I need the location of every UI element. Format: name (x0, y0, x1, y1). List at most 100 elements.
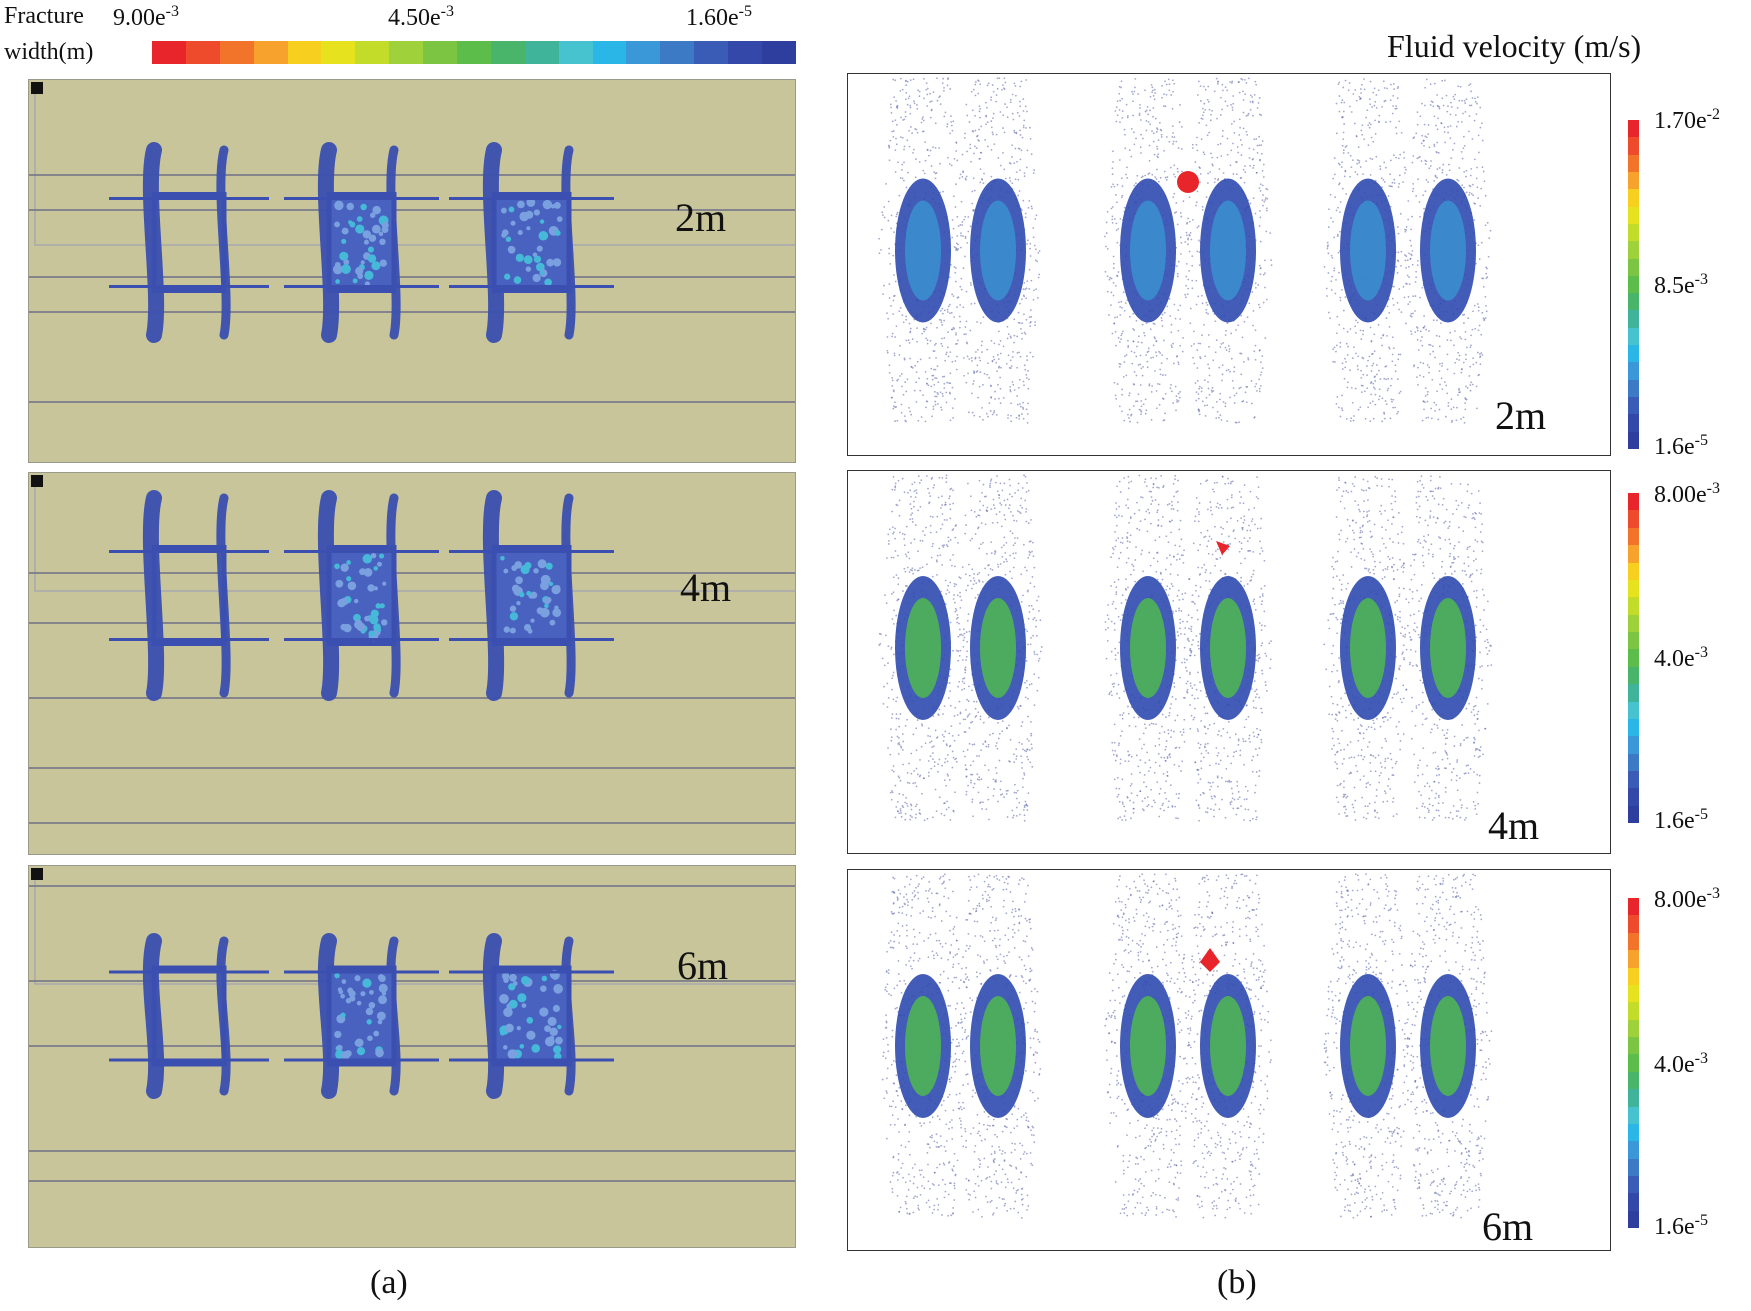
flow-particle (1450, 398, 1453, 400)
flow-particle (1259, 361, 1262, 364)
flow-particle (985, 123, 987, 126)
flow-particle (1390, 377, 1393, 380)
flow-particle (1179, 618, 1181, 621)
flow-particle (882, 293, 885, 296)
flow-particle (962, 645, 965, 648)
flow-particle (1437, 418, 1440, 421)
flow-particle (1425, 178, 1428, 181)
flow-particle (1029, 540, 1032, 543)
flow-particle (1392, 398, 1395, 401)
flow-particle (947, 331, 950, 334)
flow-particle (1177, 363, 1180, 365)
flow-particle (883, 284, 885, 287)
flow-particle (892, 576, 895, 579)
flow-particle (1350, 166, 1353, 169)
flow-particle (940, 321, 943, 324)
flow-particle (989, 486, 992, 489)
flow-particle (957, 243, 959, 246)
flow-particle (901, 532, 904, 535)
flow-particle (1371, 106, 1373, 108)
flow-particle (1199, 100, 1202, 102)
flow-particle (1182, 554, 1184, 557)
flow-particle (965, 341, 968, 344)
flow-particle (1341, 144, 1344, 147)
flow-particle (1001, 89, 1003, 91)
flow-particle (1027, 792, 1030, 795)
flow-particle (1028, 126, 1031, 129)
flow-particle (964, 755, 966, 758)
flow-particle (1385, 317, 1388, 319)
flow-particle (1015, 792, 1018, 794)
flow-particle (918, 377, 920, 380)
flow-particle (1346, 386, 1349, 389)
flow-particle (978, 778, 981, 781)
mesh-cell (539, 1007, 549, 1017)
mesh-cell (540, 270, 545, 275)
flow-particle (1344, 169, 1347, 172)
flow-particle (1198, 251, 1201, 254)
flow-particle (1128, 481, 1130, 484)
flow-particle (1123, 419, 1126, 422)
flow-particle (1195, 391, 1198, 394)
flow-particle (1139, 354, 1142, 357)
flow-particle (974, 356, 977, 359)
flow-particle (1464, 402, 1467, 405)
flow-particle (1021, 721, 1024, 723)
flow-particle (1258, 144, 1261, 147)
flow-particle (910, 507, 913, 510)
colorbar-swatch (321, 41, 356, 64)
flow-particle (1026, 149, 1029, 152)
flow-particle (896, 211, 899, 214)
flow-particle (1019, 403, 1021, 405)
flow-particle (1252, 309, 1255, 312)
flow-particle (978, 571, 981, 574)
mesh-cell (552, 1004, 560, 1013)
flow-particle (1034, 625, 1037, 628)
flow-particle (1009, 98, 1012, 101)
flow-particle (1174, 317, 1177, 320)
flow-particle (1388, 311, 1391, 314)
flow-particle (1230, 332, 1233, 335)
flow-particle (1203, 324, 1205, 326)
flow-particle (895, 614, 898, 617)
flow-particle (955, 242, 958, 245)
flow-particle (938, 758, 941, 761)
flow-particle (1150, 356, 1153, 359)
flow-particle (1172, 482, 1175, 485)
flow-particle (916, 327, 918, 330)
flow-particle (1024, 288, 1027, 291)
flow-particle (965, 768, 968, 771)
flow-particle (1023, 749, 1026, 752)
mesh-cell (503, 1007, 513, 1017)
flow-particle (915, 401, 918, 403)
flow-particle (1453, 372, 1456, 375)
flow-particle (1022, 748, 1024, 751)
flow-particle (1229, 370, 1231, 373)
flow-particle (941, 307, 944, 310)
flow-particle (1382, 80, 1385, 83)
flow-particle (995, 772, 998, 775)
flow-particle (985, 495, 987, 498)
flow-particle (891, 510, 894, 513)
flow-particle (1448, 169, 1451, 172)
flow-particle (981, 351, 983, 353)
flow-particle (973, 573, 976, 575)
flow-particle (1031, 576, 1034, 578)
flow-particle (1229, 164, 1232, 167)
flow-particle (1256, 151, 1259, 154)
mesh-cell (501, 232, 507, 238)
flow-particle (1415, 132, 1418, 135)
flow-particle (955, 247, 958, 250)
flow-particle (1387, 377, 1390, 380)
flow-particle (922, 119, 925, 122)
flow-particle (1119, 551, 1122, 554)
flow-particle (1147, 350, 1150, 353)
mesh-cell (499, 994, 509, 1004)
flow-particle (1228, 350, 1231, 353)
flow-particle (1172, 402, 1175, 404)
flow-particle (1224, 402, 1227, 405)
flow-particle (1257, 102, 1260, 104)
flow-particle (1157, 503, 1160, 506)
flow-particle (1403, 166, 1406, 169)
flow-particle (1149, 95, 1152, 98)
